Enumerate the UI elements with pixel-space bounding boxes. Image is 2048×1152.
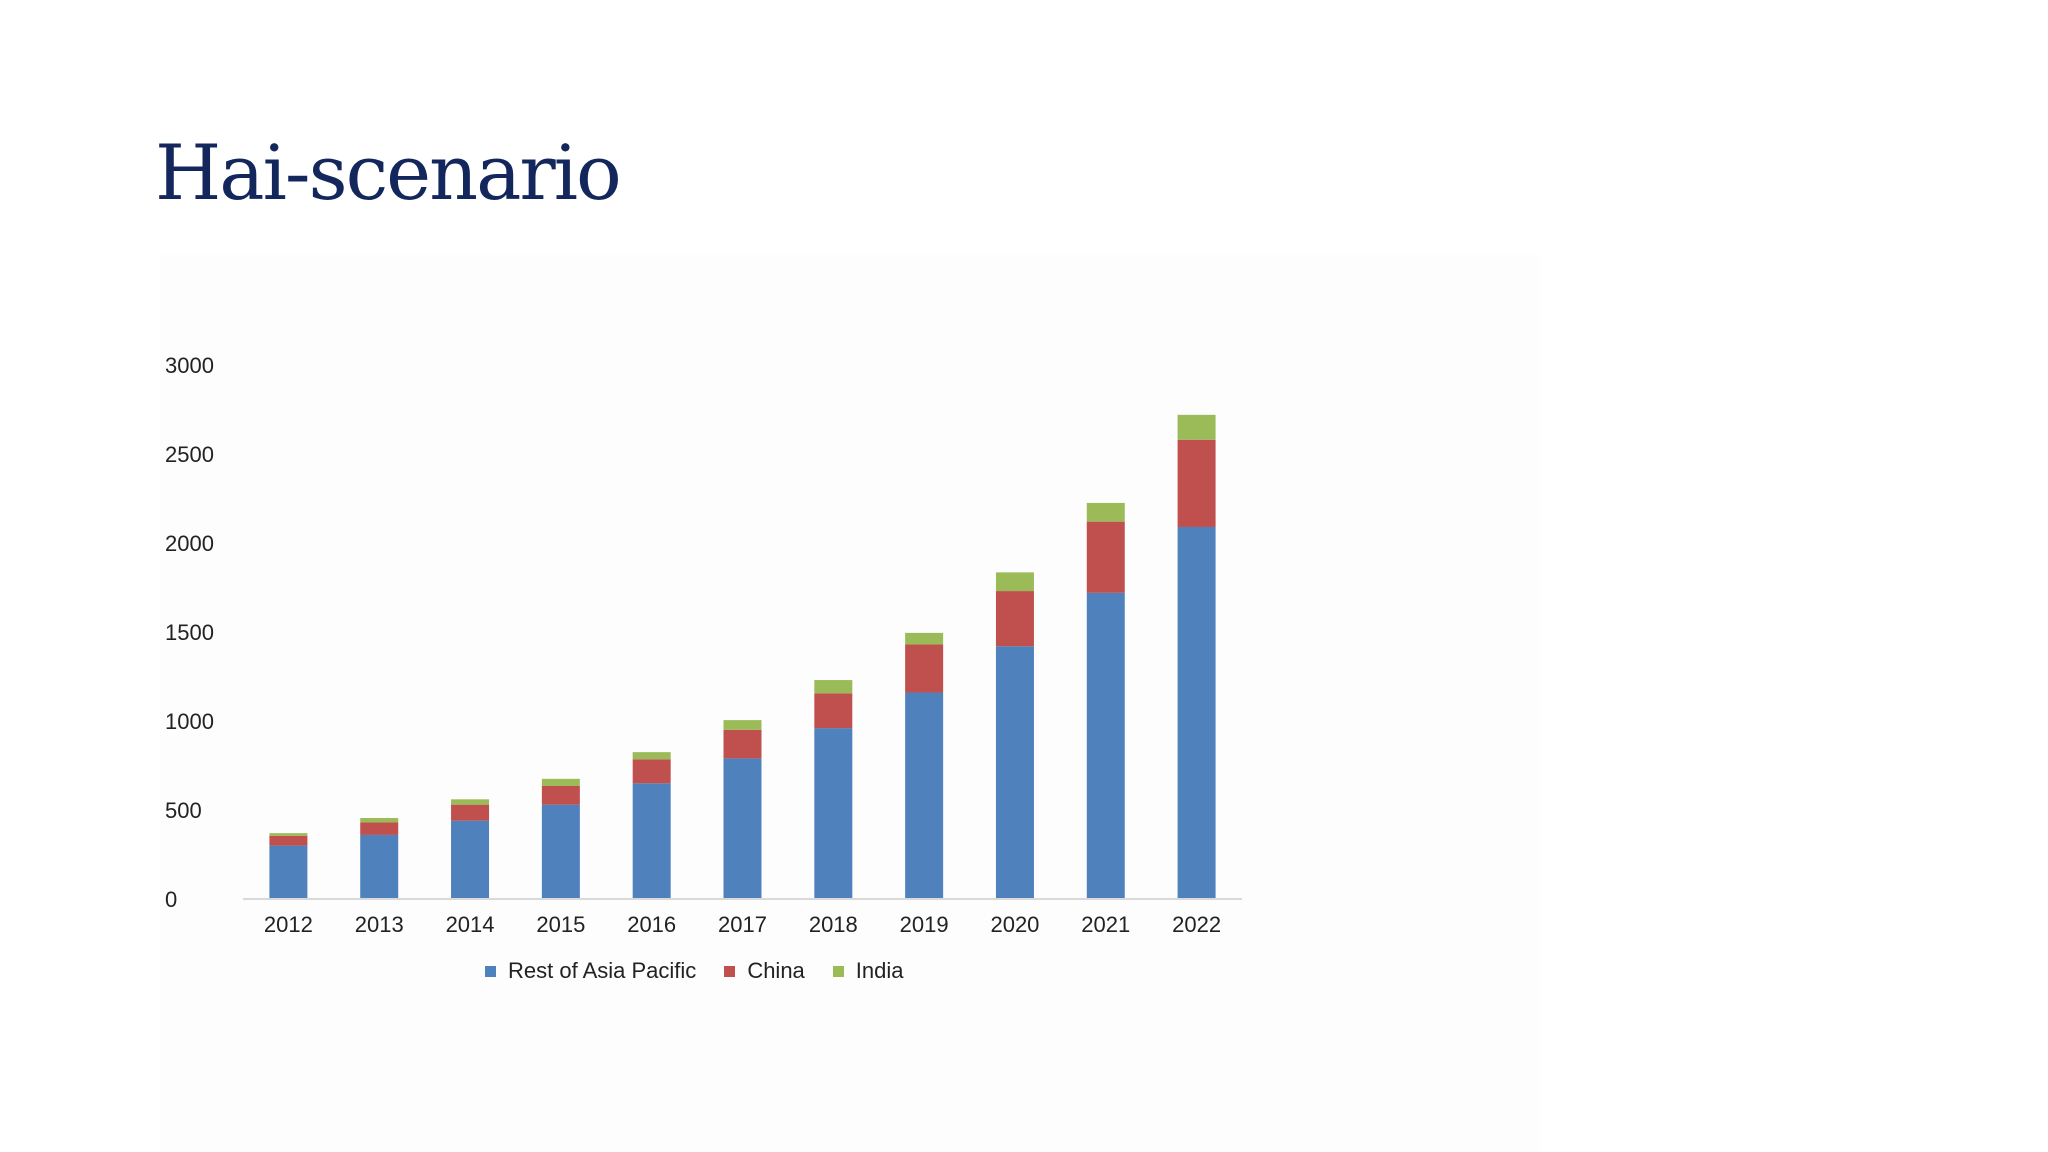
bar-india-2015 (541, 778, 580, 786)
legend-item-china: China (724, 958, 805, 984)
bar-india-2018 (814, 680, 853, 694)
bar-china-2018 (814, 693, 853, 729)
x-tick-label: 2022 (1172, 912, 1221, 937)
bar-india-2014 (451, 799, 490, 805)
x-tick-label: 2015 (536, 912, 585, 937)
bar-rest-of-asia-pacific-2020 (995, 646, 1034, 899)
bar-china-2021 (1086, 521, 1125, 593)
chart-legend: Rest of Asia Pacific China India (485, 958, 904, 984)
bar-china-2020 (995, 591, 1034, 647)
bar-rest-of-asia-pacific-2014 (451, 820, 490, 899)
legend-swatch-rest-of-asia-pacific (485, 965, 496, 977)
legend-label: Rest of Asia Pacific (508, 958, 697, 983)
x-tick-label: 2016 (627, 912, 676, 937)
bar-rest-of-asia-pacific-2015 (541, 804, 580, 899)
legend-item-india: India (832, 958, 904, 984)
y-axis: 0 500 1000 1500 2000 2500 3000 (165, 353, 214, 912)
bar-india-2012 (269, 833, 308, 836)
y-tick-label: 500 (165, 798, 202, 823)
bar-china-2019 (905, 644, 944, 693)
chart-bars (269, 414, 1216, 899)
bar-china-2013 (360, 822, 399, 835)
y-tick-label: 2000 (165, 531, 214, 556)
legend-swatch-india (832, 965, 844, 977)
bar-india-2021 (1086, 502, 1125, 522)
bar-china-2016 (632, 759, 671, 784)
page-title: Hai-scenario (155, 128, 622, 217)
x-tick-label: 2014 (446, 912, 495, 937)
x-tick-label: 2019 (900, 912, 949, 937)
y-tick-label: 3000 (165, 353, 214, 378)
y-tick-label: 1000 (165, 709, 214, 734)
x-tick-label: 2020 (990, 912, 1039, 937)
bar-india-2013 (360, 818, 399, 823)
legend-swatch-china (724, 965, 736, 977)
x-axis: 2012 2013 2014 2015 2016 2017 2018 2019 2020 2021… (243, 898, 1242, 937)
bar-india-2022 (1177, 414, 1216, 440)
x-tick-label: 2012 (264, 912, 313, 937)
bar-rest-of-asia-pacific-2016 (632, 783, 671, 899)
x-tick-label: 2018 (809, 912, 858, 937)
y-tick-label: 2500 (165, 442, 214, 467)
legend-item-rest-of-asia-pacific: Rest of Asia Pacific (485, 958, 696, 984)
y-tick-label: 0 (165, 887, 177, 912)
legend-label: China (747, 958, 805, 983)
bar-china-2012 (269, 835, 308, 846)
bar-rest-of-asia-pacific-2022 (1177, 526, 1216, 899)
bar-india-2017 (723, 720, 762, 730)
bar-rest-of-asia-pacific-2017 (723, 758, 762, 899)
legend-label: India (855, 958, 904, 983)
bar-china-2017 (723, 729, 762, 759)
bar-china-2015 (541, 785, 580, 805)
x-tick-label: 2017 (718, 912, 767, 937)
x-tick-label: 2013 (355, 912, 404, 937)
bar-rest-of-asia-pacific-2012 (269, 845, 308, 899)
bar-india-2016 (632, 752, 671, 760)
bar-china-2014 (451, 804, 490, 821)
y-tick-label: 1500 (165, 620, 214, 645)
bar-rest-of-asia-pacific-2018 (814, 728, 853, 899)
bar-rest-of-asia-pacific-2013 (360, 834, 399, 899)
bar-india-2020 (995, 572, 1034, 592)
bar-china-2022 (1177, 439, 1216, 527)
bar-rest-of-asia-pacific-2021 (1086, 592, 1125, 899)
bar-rest-of-asia-pacific-2019 (905, 692, 944, 899)
bar-india-2019 (905, 632, 944, 645)
x-tick-label: 2021 (1081, 912, 1130, 937)
